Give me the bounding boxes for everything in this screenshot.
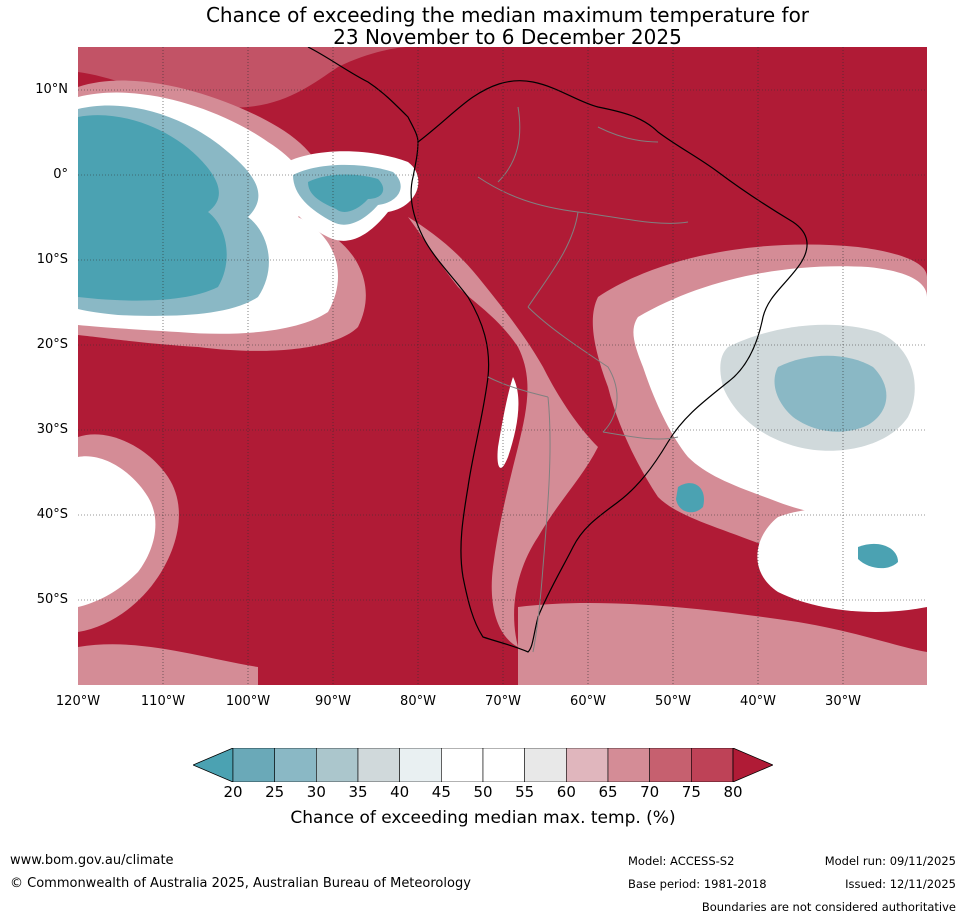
lon-label-40w: 40°W	[740, 694, 776, 709]
lon-label-120w: 120°W	[55, 694, 101, 709]
colorbar-segment	[691, 748, 734, 782]
colorbar-tick-label: 80	[723, 783, 743, 801]
colorbar-segment	[316, 748, 359, 782]
colorbar-tick-label: 70	[640, 783, 660, 801]
forecast-map	[78, 47, 927, 685]
colorbar-tick-label: 50	[473, 783, 493, 801]
colorbar-segment	[524, 748, 567, 782]
colorbar-tick-label: 60	[556, 783, 576, 801]
south-america-outline	[410, 80, 808, 653]
atlantic-low-probability-region	[592, 244, 927, 612]
lon-label-90w: 90°W	[315, 694, 351, 709]
equatorial-light-patch	[278, 151, 419, 241]
colorbar-segment	[441, 748, 484, 782]
lat-label-0: 0°	[53, 167, 68, 182]
country-borders	[477, 106, 689, 653]
graticule	[78, 47, 927, 685]
title-line-2: 23 November to 6 December 2025	[333, 25, 682, 49]
colorbar-tick-label: 20	[223, 783, 243, 801]
chart-title: Chance of exceeding the median maximum t…	[0, 4, 965, 48]
lat-label-40s: 40°S	[36, 507, 68, 522]
colorbar-segment	[274, 748, 317, 782]
colorbar-extend-low	[193, 748, 234, 782]
lon-label-60w: 60°W	[570, 694, 606, 709]
lat-label-10n: 10°N	[35, 82, 68, 97]
colorbar-tick-label: 30	[306, 783, 326, 801]
lon-label-30w: 30°W	[825, 694, 861, 709]
colorbar	[193, 748, 773, 782]
pacific-low-probability-region	[78, 80, 366, 351]
colorbar-segment	[649, 748, 692, 782]
lon-label-70w: 70°W	[485, 694, 521, 709]
colorbar-extend-high	[732, 748, 773, 782]
lat-label-10s: 10°S	[36, 252, 68, 267]
colorbar-tick-label: 25	[265, 783, 285, 801]
lon-label-100w: 100°W	[225, 694, 271, 709]
lon-label-110w: 110°W	[140, 694, 186, 709]
colorbar-tick-label: 65	[598, 783, 618, 801]
colorbar-tick-label: 45	[431, 783, 451, 801]
issued-text: Issued: 12/11/2025	[845, 877, 956, 891]
colorbar-segment	[566, 748, 609, 782]
copyright-text: © Commonwealth of Australia 2025, Austra…	[10, 876, 471, 891]
colorbar-tick-label: 55	[515, 783, 535, 801]
model-run-text: Model run: 09/11/2025	[824, 854, 956, 868]
lon-label-50w: 50°W	[655, 694, 691, 709]
title-line-1: Chance of exceeding the median maximum t…	[205, 3, 810, 27]
colorbar-segment	[232, 748, 275, 782]
colorbar-segment	[399, 748, 442, 782]
model-text: Model: ACCESS-S2	[628, 854, 735, 868]
colorbar-tick-label: 40	[390, 783, 410, 801]
colorbar-segment	[607, 748, 650, 782]
southeast-pacific-patches	[78, 434, 258, 685]
colorbar-tick-label: 75	[681, 783, 701, 801]
lon-label-80w: 80°W	[400, 694, 436, 709]
disclaimer-text: Boundaries are not considered authoritat…	[701, 900, 956, 914]
colorbar-tick-label: 35	[348, 783, 368, 801]
south-atlantic-band	[518, 602, 927, 685]
colorbar-segment	[357, 748, 400, 782]
base-period-text: Base period: 1981-2018	[628, 877, 767, 891]
colorbar-segment	[482, 748, 525, 782]
colorbar-title: Chance of exceeding median max. temp. (%…	[290, 808, 676, 828]
website-text: www.bom.gov.au/climate	[10, 853, 174, 868]
lat-label-50s: 50°S	[36, 592, 68, 607]
lat-label-20s: 20°S	[36, 337, 68, 352]
lat-label-30s: 30°S	[36, 422, 68, 437]
